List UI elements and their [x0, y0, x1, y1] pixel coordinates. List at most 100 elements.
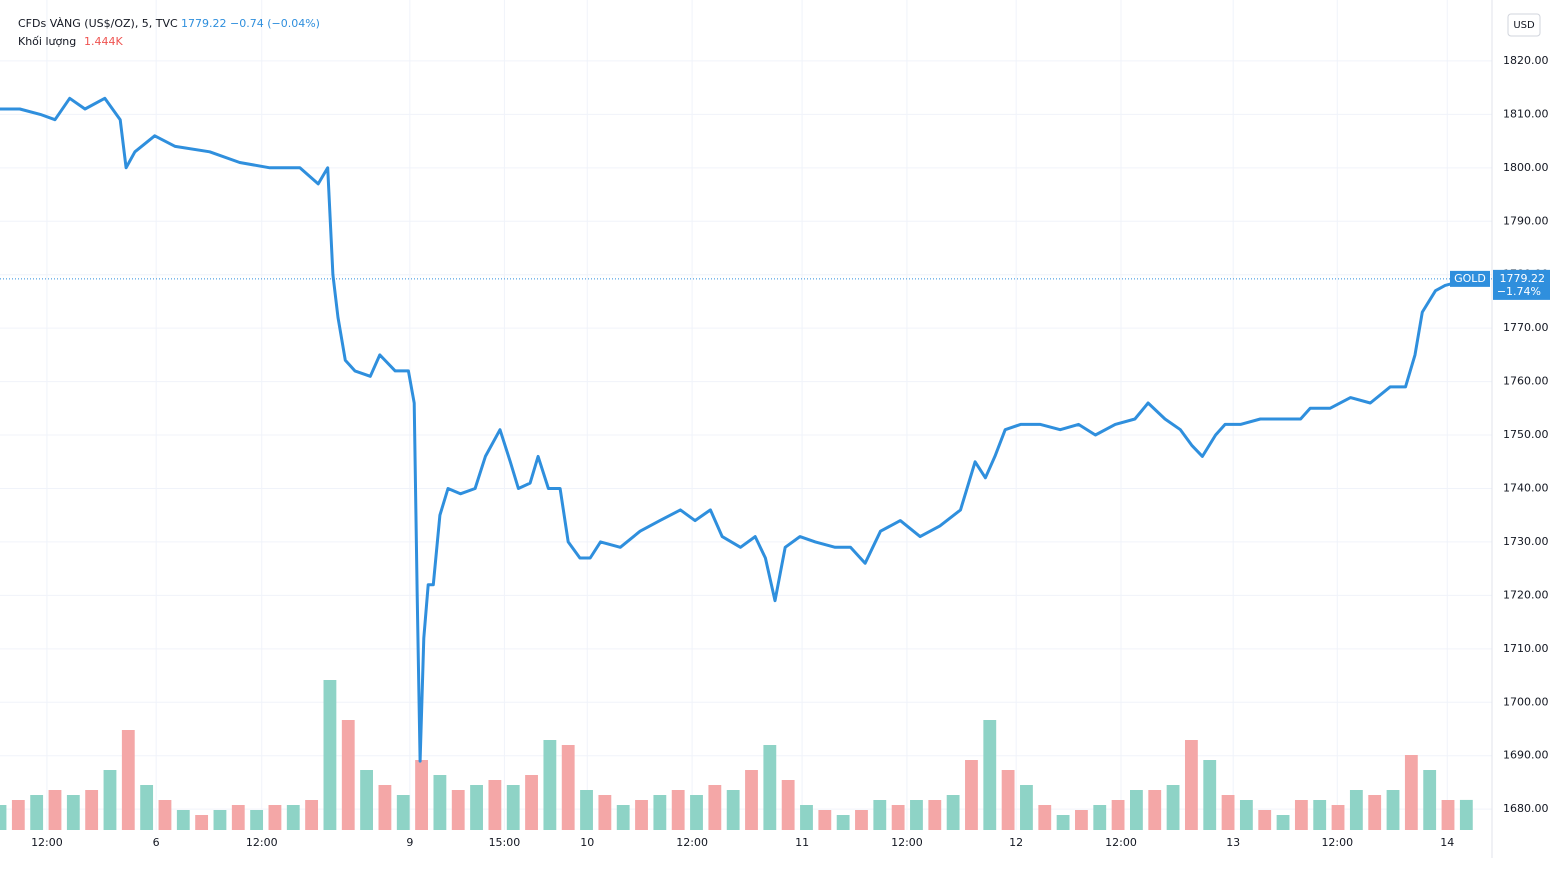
volume-bar — [378, 785, 392, 830]
volume-bar — [800, 805, 813, 830]
volume-bar — [635, 800, 648, 830]
y-tick-label: 1810.00 — [1503, 107, 1549, 120]
volume-bar — [1020, 785, 1033, 830]
volume-bar — [396, 795, 410, 830]
currency-box — [1507, 13, 1541, 37]
volume-bar — [928, 800, 942, 830]
volume-bar — [305, 800, 319, 830]
volume-bar — [983, 720, 997, 830]
volume-bar — [121, 730, 135, 830]
change: −0.74 (−0.04%) — [230, 17, 320, 30]
y-tick-label: 1790.00 — [1503, 214, 1549, 227]
volume-bar — [250, 810, 264, 830]
price-label: 1779.22 — [1500, 272, 1546, 285]
volume-bar — [616, 805, 630, 830]
volume-bar — [360, 770, 373, 830]
volume-bar — [506, 785, 520, 830]
volume-bar — [671, 790, 685, 830]
volume-bar — [891, 805, 905, 830]
title: CFDs VÀNG (US$/OZ), 5, TVC — [18, 17, 178, 30]
volume-bar — [1276, 815, 1290, 830]
x-tick-label: 6 — [153, 836, 160, 849]
volume-bar — [195, 815, 209, 830]
volume-bar — [653, 795, 667, 830]
volume-bar — [1459, 799, 1473, 830]
volume-bar — [561, 745, 575, 830]
x-tick-label: 12:00 — [1105, 836, 1137, 849]
volume-bar — [1239, 800, 1253, 830]
volume-bar — [66, 795, 80, 830]
volume-bar — [323, 680, 337, 830]
volume-bar — [11, 800, 25, 830]
grid — [0, 0, 1492, 830]
volume-bar — [1148, 790, 1162, 830]
volume-bar — [1129, 790, 1143, 830]
volume-bar — [818, 810, 832, 830]
x-tick-label: 15:00 — [489, 836, 521, 849]
x-tick-label: 11 — [795, 836, 809, 849]
volume-bar — [1441, 800, 1455, 830]
volume-bar — [1166, 785, 1180, 830]
y-tick-label: 1800.00 — [1503, 161, 1549, 174]
y-tick-label: 1680.00 — [1503, 802, 1549, 815]
volume-bar — [1258, 810, 1272, 830]
currency: USD — [1513, 20, 1535, 31]
symbol: GOLD — [1454, 272, 1486, 285]
x-tick-label: 12:00 — [31, 836, 63, 849]
x-tick-label: 13 — [1226, 836, 1240, 849]
volume-bar — [598, 795, 612, 830]
x-tick-label: 12 — [1009, 836, 1023, 849]
volume-bar — [1331, 805, 1345, 830]
volume-bar — [1184, 740, 1198, 830]
x-tick-label: 12:00 — [676, 836, 708, 849]
volume-bar — [855, 810, 868, 830]
volume-bar — [781, 780, 795, 830]
x-tick-label: 10 — [580, 836, 594, 849]
volume-bar — [708, 785, 722, 830]
volume-bar — [946, 795, 960, 830]
volume-bar — [763, 745, 777, 830]
volume-bar — [525, 775, 538, 830]
volume-bar — [543, 740, 557, 830]
volume-bar — [1075, 810, 1088, 830]
volume-bar — [0, 805, 7, 830]
y-tick-label: 1730.00 — [1503, 535, 1549, 548]
volume-bar — [690, 795, 703, 830]
volume-bar — [1423, 770, 1437, 830]
volume-bar — [433, 775, 447, 830]
y-tick-label: 1690.00 — [1503, 749, 1549, 762]
y-tick-label: 1820.00 — [1503, 54, 1549, 67]
volume-label: Khối lượng — [18, 35, 76, 48]
volume-bar — [1313, 800, 1327, 830]
price-box — [1493, 269, 1550, 300]
last-volume: 1.444K — [84, 35, 123, 48]
volume-bar — [1368, 795, 1382, 830]
y-tick-label: 1720.00 — [1503, 588, 1549, 601]
price-line — [0, 96, 1483, 763]
volume-bar — [1386, 790, 1400, 830]
volume-bar — [1221, 795, 1235, 830]
percent-label: −1.74% — [1497, 285, 1541, 298]
x-tick-label: 12:00 — [246, 836, 278, 849]
volume-bar — [580, 790, 593, 830]
volume-bar — [1001, 770, 1015, 830]
volume-bar — [1203, 760, 1217, 830]
volume-bar — [1349, 790, 1363, 830]
y-tick-label: 1740.00 — [1503, 481, 1549, 494]
volume-bar — [1038, 805, 1052, 830]
volume-bar — [30, 795, 44, 830]
volume-bar — [176, 810, 190, 830]
y-tick-label: 1710.00 — [1503, 642, 1549, 655]
volume-bar — [745, 770, 758, 830]
last-price: 1779.22 — [181, 17, 227, 30]
x-tick-label: 12:00 — [891, 836, 923, 849]
volume-bar — [836, 815, 850, 830]
y-tick-label: 1770.00 — [1503, 321, 1549, 334]
volume-bar — [158, 800, 172, 830]
volume-bar — [85, 790, 99, 830]
volume-bars — [0, 680, 1473, 830]
volume-bar — [140, 785, 154, 830]
symbol-box — [1450, 270, 1490, 287]
volume-bar — [910, 800, 923, 830]
